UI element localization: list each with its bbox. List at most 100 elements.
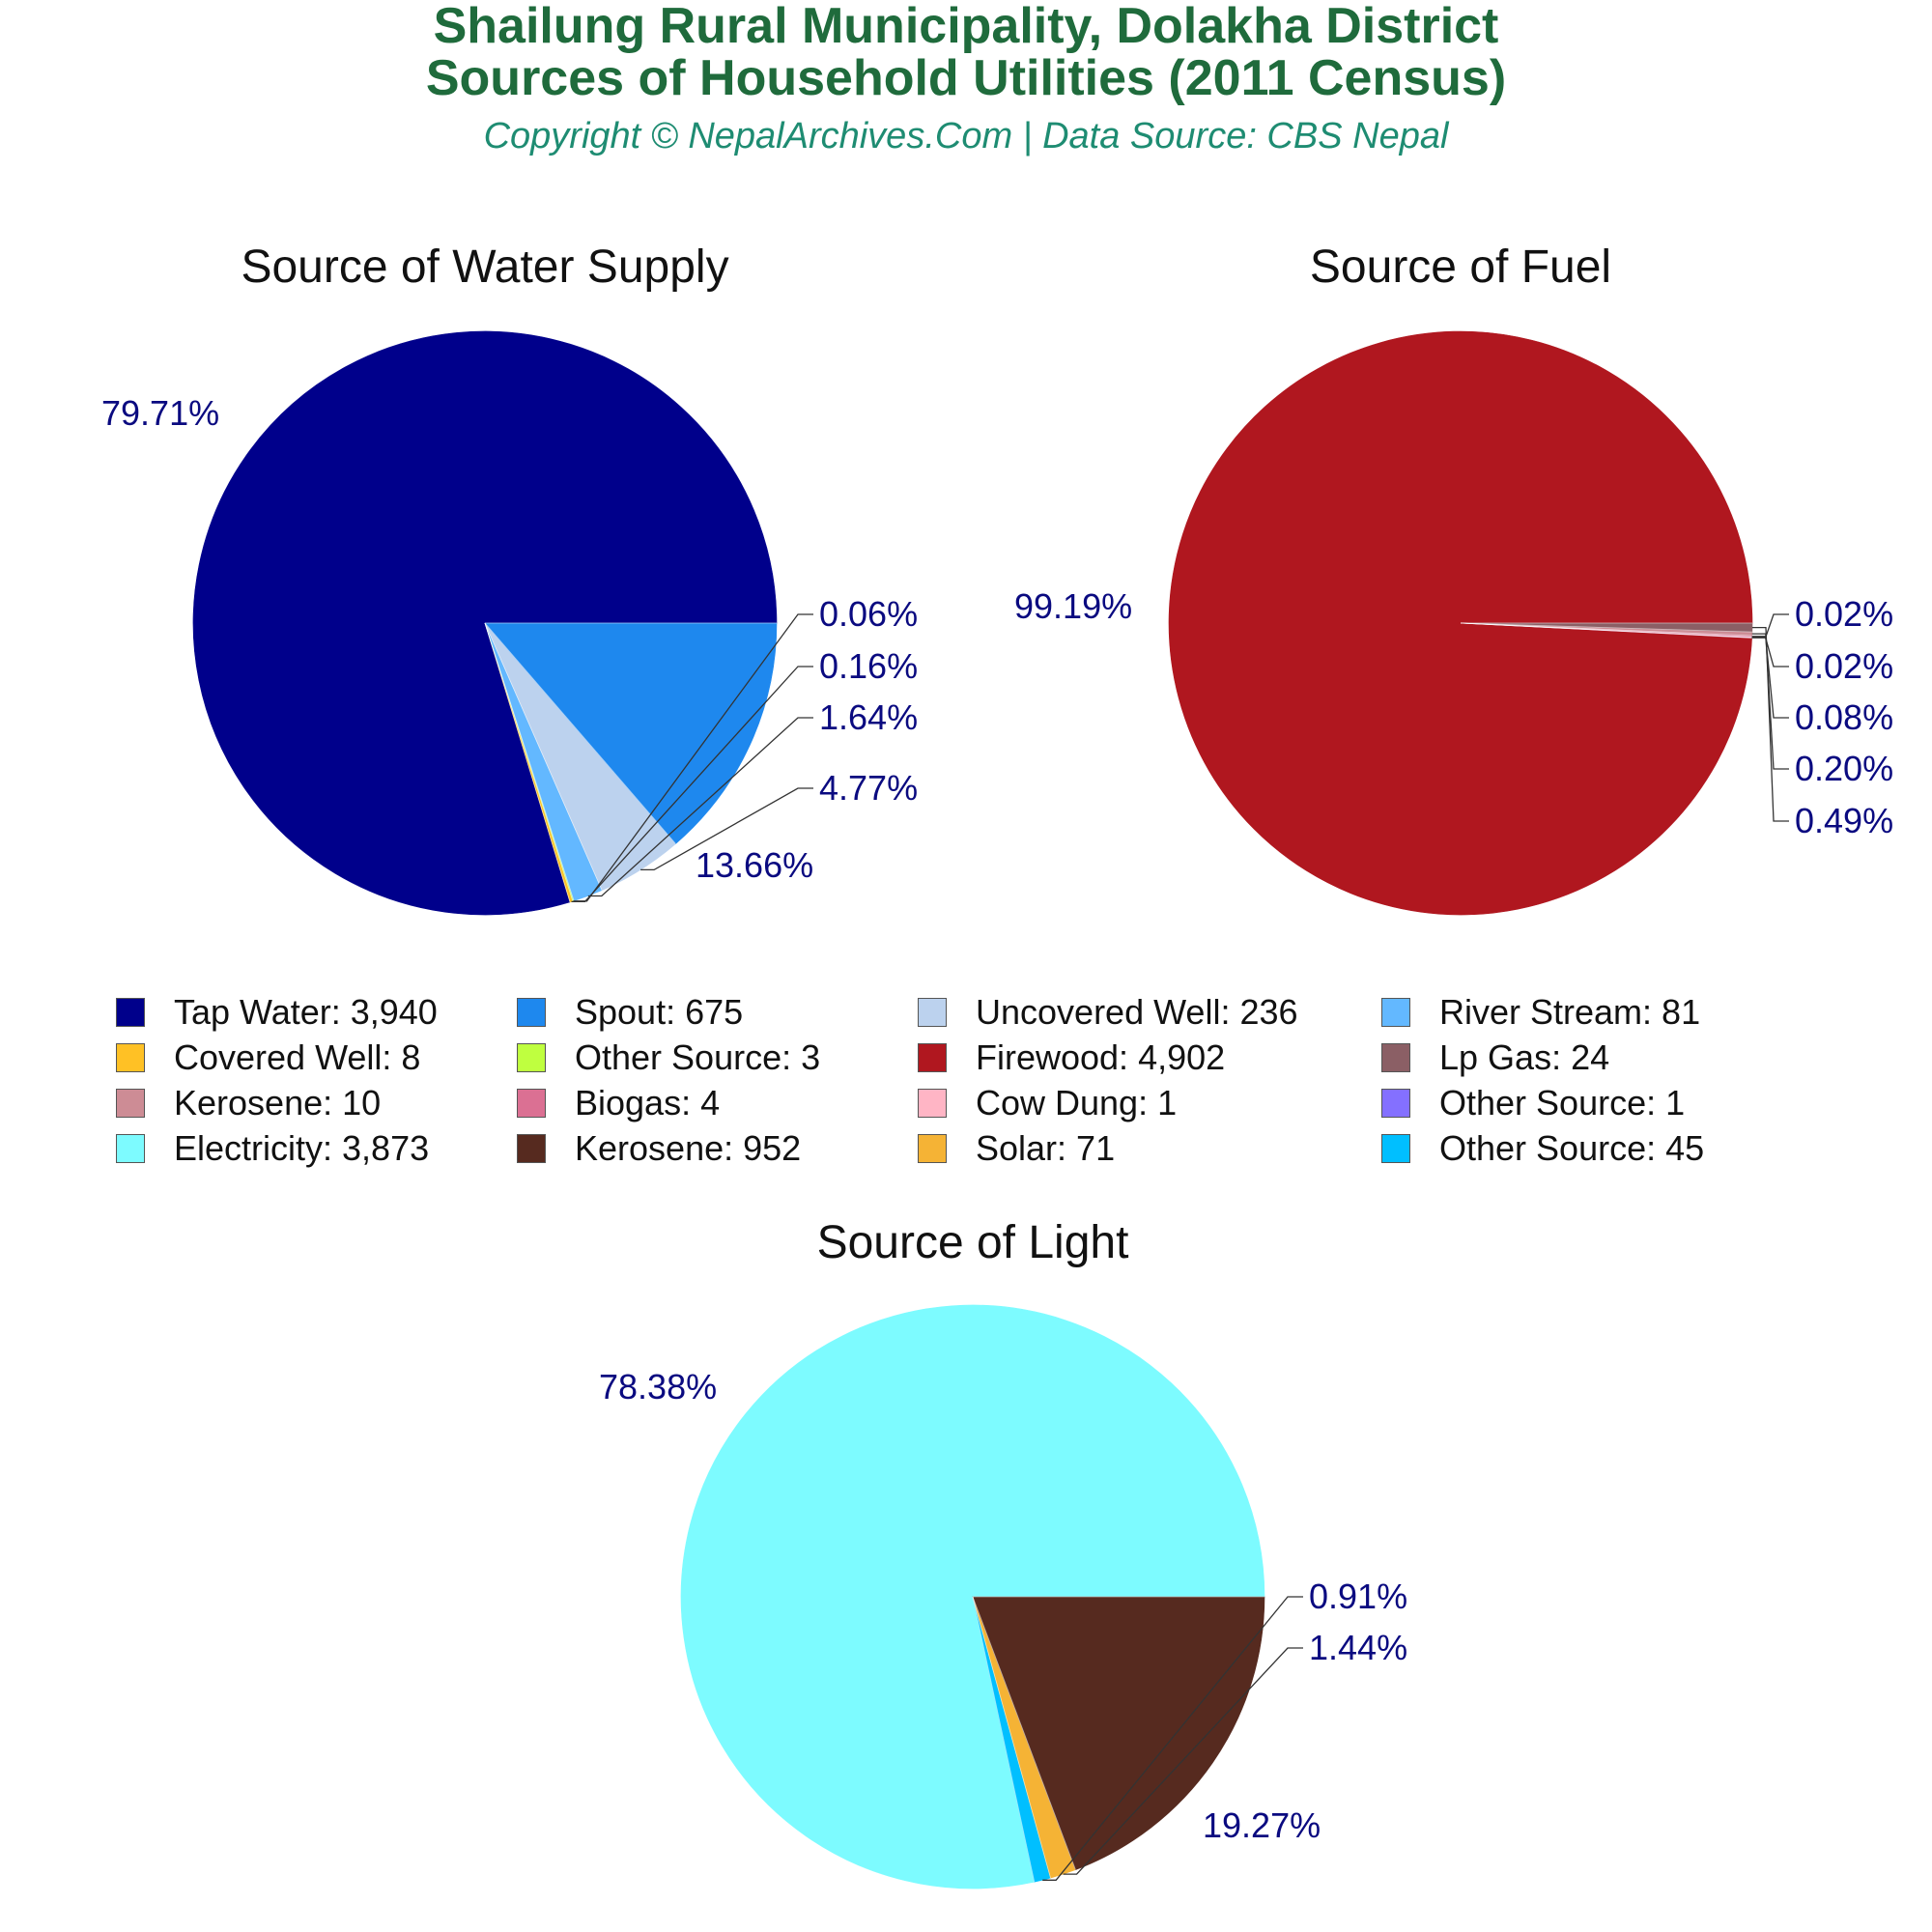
legend-label: Tap Water: 3,940 bbox=[174, 991, 438, 1032]
pie-slice-seam bbox=[972, 1596, 1036, 1883]
legend-label: Biogas: 4 bbox=[575, 1082, 721, 1122]
pie-slice-seam bbox=[1460, 622, 1752, 637]
legend-item: Biogas: 4 bbox=[517, 1080, 918, 1125]
legend-swatch bbox=[517, 1088, 546, 1118]
legend-label: Covered Well: 8 bbox=[174, 1037, 421, 1077]
pie-percent-label-electricity: 78.38% bbox=[599, 1367, 717, 1406]
pie-percent-label-firewood: 99.19% bbox=[1014, 586, 1132, 626]
legend-item: Lp Gas: 24 bbox=[1381, 1035, 1845, 1080]
legend-item: Firewood: 4,902 bbox=[918, 1035, 1381, 1080]
pie-leader-line bbox=[1063, 1647, 1303, 1875]
pie-percent-label-extra: 0.16% bbox=[819, 646, 918, 686]
legend-swatch bbox=[116, 1042, 145, 1072]
main-title-line-2: Sources of Household Utilities (2011 Cen… bbox=[425, 50, 1507, 106]
legend-swatch bbox=[517, 1133, 546, 1163]
legend-item: Solar: 71 bbox=[918, 1125, 1381, 1171]
pie-slice-spout bbox=[484, 622, 778, 844]
legend-swatch bbox=[517, 1042, 546, 1072]
legend-swatch bbox=[116, 1133, 145, 1163]
pie-slice-firewood bbox=[1168, 330, 1753, 916]
legend-label: Other Source: 3 bbox=[575, 1037, 821, 1077]
legend-item: Kerosene: 10 bbox=[116, 1080, 517, 1125]
pie-slice-seam bbox=[484, 622, 676, 844]
legend-swatch bbox=[918, 1042, 947, 1072]
pie-slice-seam bbox=[484, 622, 603, 891]
pie-percent-label-cow-dung: 0.02% bbox=[1795, 594, 1893, 634]
legend-swatch bbox=[1381, 1133, 1410, 1163]
legend-label: River Stream: 81 bbox=[1439, 991, 1701, 1032]
legend-label: Other Source: 45 bbox=[1439, 1127, 1705, 1168]
legend-row: Kerosene: 10 Biogas: 4 Cow Dung: 1 Other… bbox=[116, 1080, 1855, 1125]
legend-swatch bbox=[918, 997, 947, 1027]
legend-label: Electricity: 3,873 bbox=[174, 1127, 430, 1168]
legend-swatch bbox=[1381, 1042, 1410, 1072]
pie-leader-line bbox=[571, 666, 813, 903]
legend-label: Firewood: 4,902 bbox=[976, 1037, 1226, 1077]
pie-slice-seam bbox=[972, 1596, 1076, 1870]
legend-item: Other Source: 1 bbox=[1381, 1080, 1845, 1125]
pie-light: Source of Light 78.38% 0.91% 1.44% 19.27% bbox=[599, 1217, 1407, 1889]
pie-leader-line bbox=[1751, 636, 1789, 719]
legend-item: Uncovered Well: 236 bbox=[918, 989, 1381, 1035]
legend-label: Other Source: 1 bbox=[1439, 1082, 1686, 1122]
pie-leader-line bbox=[1042, 1596, 1303, 1881]
legend-item: Kerosene: 952 bbox=[517, 1125, 918, 1171]
legend-item: Covered Well: 8 bbox=[116, 1035, 517, 1080]
legend-row: Tap Water: 3,940 Spout: 675 Uncovered We… bbox=[116, 989, 1855, 1035]
pie-percent-label-river-stream: 1.64% bbox=[819, 697, 918, 737]
legend-item: Electricity: 3,873 bbox=[116, 1125, 517, 1171]
legend-row: Electricity: 3,873 Kerosene: 952 Solar: … bbox=[116, 1125, 1855, 1171]
legend-swatch bbox=[1381, 997, 1410, 1027]
legend-swatch bbox=[918, 1088, 947, 1118]
pie-fuel: Source of Fuel 99.19% 0.02% 0.02% 0.08% 0.20… bbox=[1014, 242, 1893, 916]
copyright-subtitle: Copyright © NepalArchives.Com | Data Sou… bbox=[483, 116, 1449, 156]
pie-percent-label-lp-gas: 0.49% bbox=[1795, 801, 1893, 840]
legend-item: River Stream: 81 bbox=[1381, 989, 1845, 1035]
pie-title-light: Source of Light bbox=[817, 1217, 1129, 1268]
pie-water-supply: Source of Water Supply 79.71% 0.06% 1.64% 4… bbox=[101, 242, 918, 916]
pie-percent-label-kerosene: 0.20% bbox=[1795, 749, 1893, 788]
pie-leader-line bbox=[640, 787, 813, 871]
legend-item: Other Source: 45 bbox=[1381, 1125, 1845, 1171]
pie-title-fuel: Source of Fuel bbox=[1310, 242, 1611, 293]
legend-item: Cow Dung: 1 bbox=[918, 1080, 1381, 1125]
legend-item: Tap Water: 3,940 bbox=[116, 989, 517, 1035]
pie-percent-label-biogas: 0.08% bbox=[1795, 697, 1893, 737]
pie-leader-line bbox=[1751, 637, 1789, 668]
legend-label: Spout: 675 bbox=[575, 991, 744, 1032]
pie-slice-seam bbox=[484, 622, 575, 901]
legend-label: Kerosene: 952 bbox=[575, 1127, 802, 1168]
pie-slice-seam bbox=[1460, 622, 1752, 633]
chart-header: Shailung Rural Municipality, Dolakha Dis… bbox=[0, 0, 1932, 160]
legend-swatch bbox=[517, 997, 546, 1027]
legend-label: Kerosene: 10 bbox=[174, 1082, 382, 1122]
pie-slice-seam bbox=[484, 622, 571, 902]
pie-title-water-supply: Source of Water Supply bbox=[241, 242, 728, 293]
pie-slice-seam bbox=[972, 1596, 1051, 1879]
legend-swatch bbox=[918, 1133, 947, 1163]
chart-legend: Tap Water: 3,940 Spout: 675 Uncovered We… bbox=[116, 989, 1855, 1171]
pie-percent-label-other-source: 0.91% bbox=[1309, 1577, 1407, 1616]
legend-item: Spout: 675 bbox=[517, 989, 918, 1035]
pie-slice-kerosene bbox=[972, 1596, 1265, 1871]
pie-leader-line bbox=[587, 717, 813, 897]
main-title-line-1: Shailung Rural Municipality, Dolakha Dis… bbox=[433, 0, 1499, 54]
legend-label: Solar: 71 bbox=[976, 1127, 1116, 1168]
legend-item: Other Source: 3 bbox=[517, 1035, 918, 1080]
legend-swatch bbox=[116, 997, 145, 1027]
pie-percent-label-spout: 13.66% bbox=[696, 845, 813, 885]
pie-percent-label-tap-water: 79.71% bbox=[101, 393, 219, 433]
legend-label: Uncovered Well: 236 bbox=[976, 991, 1298, 1032]
legend-label: Cow Dung: 1 bbox=[976, 1082, 1178, 1122]
legend-swatch bbox=[116, 1088, 145, 1118]
legend-swatch bbox=[1381, 1088, 1410, 1118]
legend-label: Lp Gas: 24 bbox=[1439, 1037, 1610, 1077]
pie-leader-line bbox=[1751, 633, 1789, 770]
pie-leader-line bbox=[1752, 626, 1789, 822]
pie-percent-label-uncovered-well: 4.77% bbox=[819, 768, 918, 808]
pie-percent-label-other-source: 0.02% bbox=[1795, 646, 1893, 686]
pie-percent-label-other-source: 0.06% bbox=[819, 594, 918, 634]
pie-percent-label-kerosene: 19.27% bbox=[1203, 1805, 1321, 1845]
pie-percent-label-solar: 1.44% bbox=[1309, 1628, 1407, 1667]
